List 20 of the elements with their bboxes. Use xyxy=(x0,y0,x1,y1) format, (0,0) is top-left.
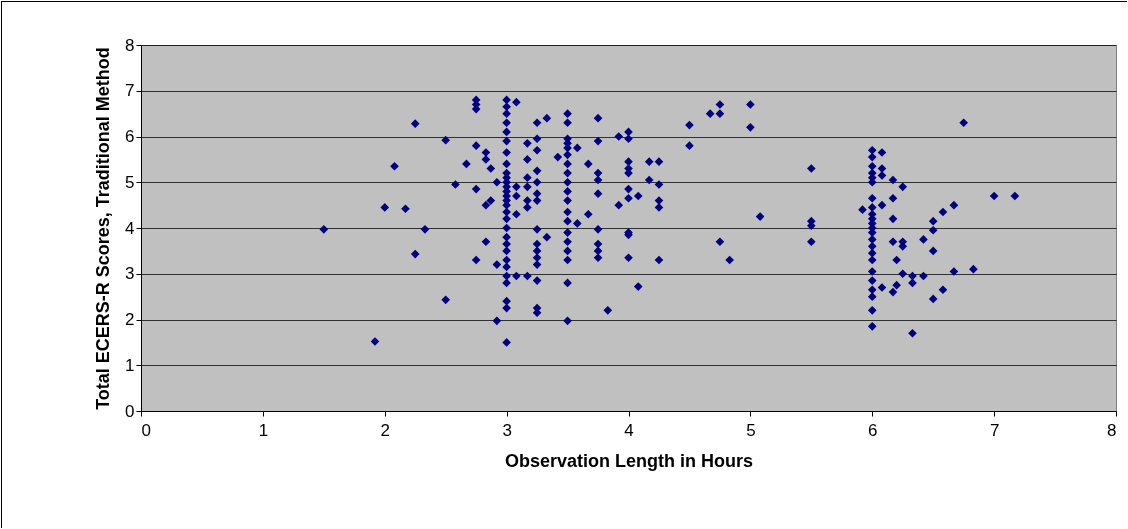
x-tick-label: 6 xyxy=(868,420,878,440)
x-tick-label: 0 xyxy=(141,420,151,440)
y-tick-label: 4 xyxy=(125,218,135,238)
x-tick-label: 2 xyxy=(380,420,390,440)
y-tick-label: 1 xyxy=(125,355,135,375)
y-tick-label: 2 xyxy=(125,310,135,329)
y-axis-title: Total ECERS-R Scores, Traditional Method xyxy=(93,47,114,410)
y-tick-label: 0 xyxy=(125,401,135,421)
y-tick-label: 8 xyxy=(125,35,135,55)
x-axis-title: Observation Length in Hours xyxy=(504,450,754,471)
x-tick-label: 1 xyxy=(258,420,269,440)
x-tick-label: 3 xyxy=(502,420,512,440)
y-tick-label: 5 xyxy=(125,172,135,192)
x-tick-label: 5 xyxy=(746,420,756,440)
y-tick-label: 6 xyxy=(125,127,135,146)
x-tick-label: 8 xyxy=(1107,420,1117,440)
x-tick-label: 4 xyxy=(624,420,634,440)
y-tick-label: 7 xyxy=(125,81,135,101)
x-tick-label: 7 xyxy=(989,420,1000,440)
y-tick-label: 3 xyxy=(125,264,135,284)
